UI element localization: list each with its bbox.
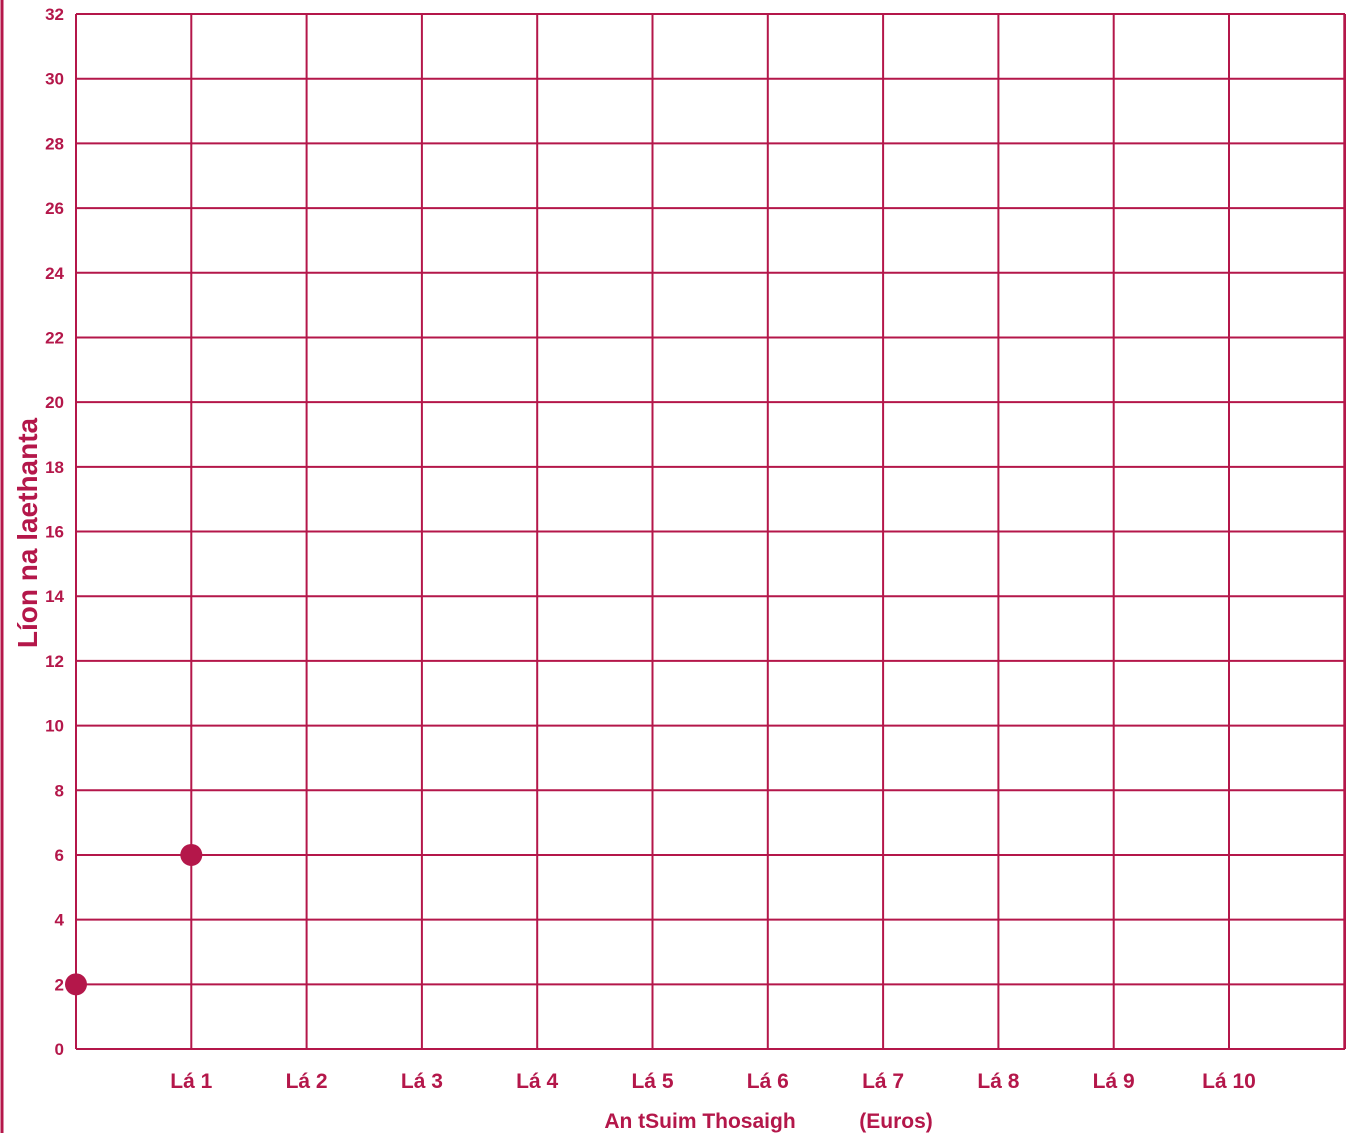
y-tick-label: 26	[45, 199, 64, 218]
y-tick-label: 30	[45, 70, 64, 89]
x-tick-label: Lá 4	[516, 1070, 558, 1093]
x-tick-label: Lá 1	[170, 1070, 212, 1093]
y-tick-label: 10	[45, 717, 64, 736]
x-axis-title-unit: (Euros)	[859, 1110, 933, 1133]
y-tick-label: 0	[55, 1040, 64, 1059]
x-axis-title-main: An tSuim Thosaigh	[604, 1110, 795, 1133]
y-tick-label: 28	[45, 134, 64, 153]
y-tick-label: 32	[45, 5, 64, 24]
x-tick-labels: Lá 1 Lá 2 Lá 3 Lá 4 Lá 5 Lá 6 Lá 7 Lá 8 Lá 9 Lá 1…	[170, 1070, 1256, 1093]
data-point	[65, 973, 87, 996]
x-tick-label: Lá 3	[401, 1070, 443, 1093]
y-tick-label: 16	[45, 523, 64, 542]
y-tick-label: 4	[55, 911, 65, 930]
y-tick-label: 2	[55, 975, 64, 994]
y-tick-label: 8	[55, 781, 64, 800]
x-tick-label: Lá 6	[747, 1070, 789, 1093]
x-tick-label: Lá 2	[286, 1070, 328, 1093]
y-tick-label: 20	[45, 393, 64, 412]
y-tick-label: 6	[55, 846, 64, 865]
x-tick-label: Lá 9	[1093, 1070, 1135, 1093]
y-tick-label: 12	[45, 652, 64, 671]
x-tick-label: Lá 5	[631, 1070, 673, 1093]
y-tick-label: 14	[45, 587, 64, 606]
x-tick-label: Lá 7	[862, 1070, 904, 1093]
data-point	[180, 843, 203, 866]
y-tick-label: 22	[45, 328, 64, 347]
x-tick-label: Lá 10	[1202, 1070, 1256, 1093]
data-points	[65, 843, 203, 996]
y-tick-label: 24	[45, 264, 64, 283]
y-tick-label: 18	[45, 458, 64, 477]
grid	[75, 13, 1346, 1050]
y-axis-title: Líon na laethanta	[12, 417, 43, 648]
x-tick-label: Lá 8	[977, 1070, 1019, 1093]
